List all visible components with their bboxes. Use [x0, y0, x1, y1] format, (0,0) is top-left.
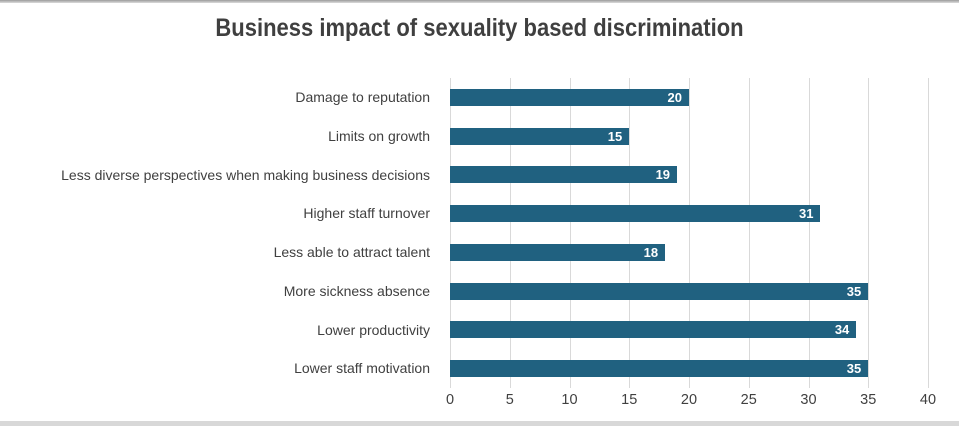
bar-value-label: 19 [655, 167, 671, 183]
x-axis-tick-label: 0 [445, 392, 455, 408]
bar-value-label: 18 [643, 244, 659, 260]
x-axis: 0 5 10 15 20 25 30 35 40 [446, 392, 936, 414]
bar: 35 [450, 282, 869, 300]
category-label: Higher staff turnover [303, 205, 430, 222]
gridline [689, 78, 690, 388]
bar: 19 [450, 166, 678, 184]
x-axis-tick-label: 15 [621, 392, 638, 408]
bars: 20 15 19 31 18 35 34 35 [450, 78, 928, 388]
bar-row: 34 [450, 311, 928, 350]
category-label: Damage to reputation [295, 89, 430, 106]
x-axis-tick-label: 5 [505, 392, 514, 408]
gridline [748, 78, 750, 388]
category-label: Lower productivity [317, 321, 430, 338]
gridline [928, 78, 929, 388]
bar-value-label: 34 [834, 322, 850, 338]
x-axis-tick-label: 35 [860, 392, 877, 408]
category-label: More sickness absence [283, 282, 430, 299]
gridline [629, 78, 631, 388]
x-axis-tick-label: 20 [680, 392, 698, 408]
bar-row: 35 [450, 272, 928, 311]
bar-row: 20 [450, 78, 928, 117]
x-axis-tick-label: 10 [561, 392, 578, 408]
bar: 18 [450, 243, 666, 261]
bar: 34 [450, 321, 857, 339]
bar: 20 [450, 88, 689, 106]
bar-value-label: 35 [846, 283, 862, 299]
bar-row: 19 [450, 156, 928, 195]
bar: 31 [450, 205, 821, 223]
bar-row: 31 [450, 194, 928, 233]
gridline [808, 78, 810, 388]
bottom-border [0, 421, 959, 426]
category-axis: Damage to reputation Limits on growth Less… [0, 78, 430, 388]
bar-value-label: 15 [607, 128, 623, 144]
bar: 15 [450, 127, 630, 145]
category-label: Lower staff motivation [294, 360, 430, 377]
gridline [569, 78, 571, 388]
bar-row: 35 [450, 349, 928, 388]
x-axis-tick-label: 25 [740, 392, 757, 408]
category-label: Less diverse perspectives when making bu… [61, 166, 430, 183]
category-label: Less able to attract talent [273, 244, 430, 261]
category-label: Limits on growth [328, 127, 430, 144]
gridline [868, 78, 870, 388]
bar-row: 15 [450, 117, 928, 156]
x-axis-tick-label: 30 [800, 392, 817, 408]
plot-area: 20 15 19 31 18 35 34 35 [450, 78, 929, 388]
bar-value-label: 35 [846, 361, 862, 377]
top-border [0, 0, 959, 3]
gridline [450, 78, 451, 388]
x-axis-tick-label: 40 [919, 392, 937, 408]
bar-row: 18 [450, 233, 928, 272]
gridline [509, 78, 511, 388]
chart-title: Business impact of sexuality based discr… [215, 14, 744, 42]
bar: 35 [450, 360, 869, 378]
bar-value-label: 20 [667, 89, 682, 105]
bar-value-label: 31 [798, 206, 814, 222]
